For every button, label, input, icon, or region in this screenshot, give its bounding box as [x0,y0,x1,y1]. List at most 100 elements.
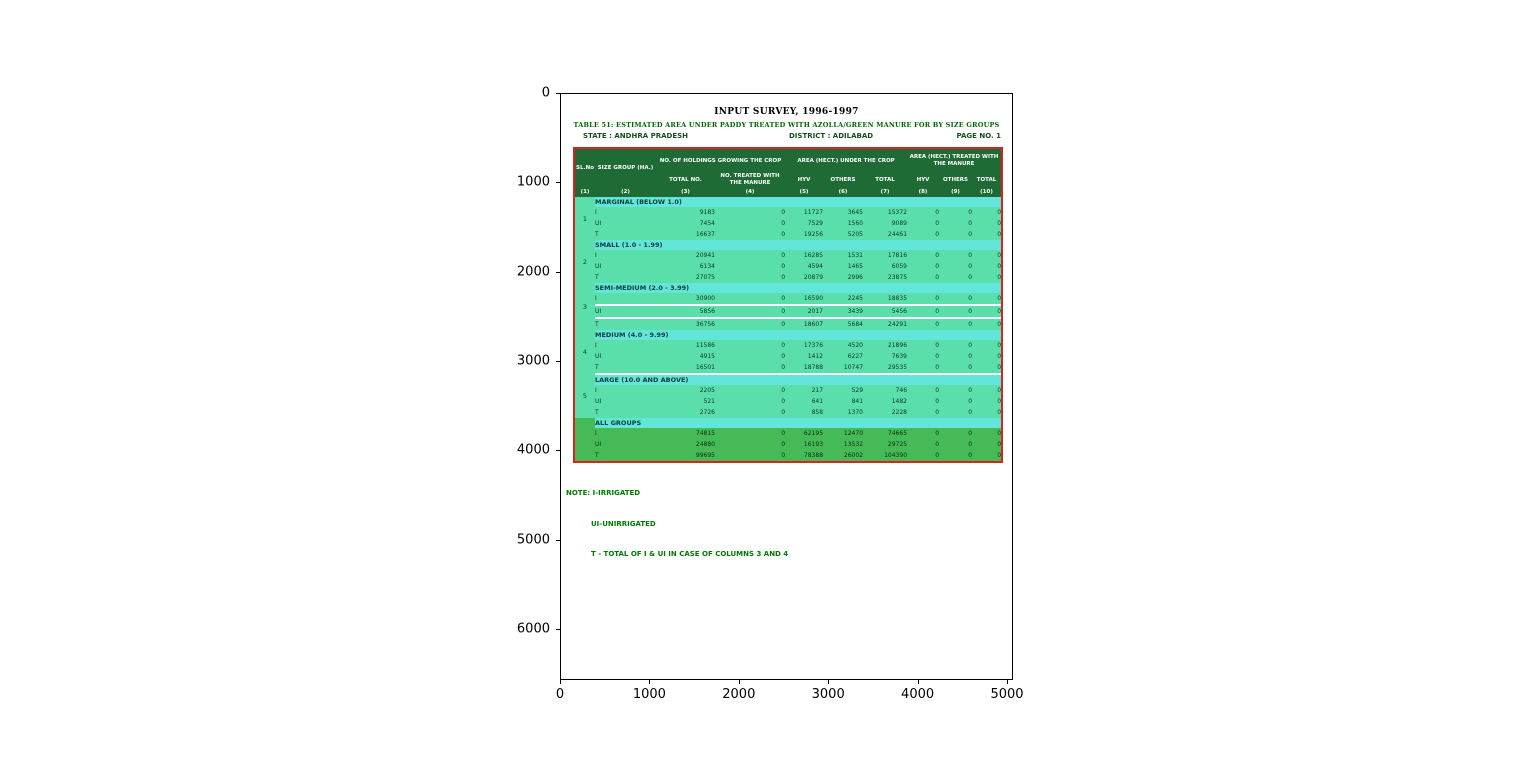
irrigation-type-label: UI [595,439,656,450]
table-cell: 0 [907,340,940,351]
table-cell: 6134 [656,261,715,272]
x-tick-label: 3000 [811,687,845,702]
table-cell: 841 [823,396,864,407]
col-header-slno: SL.No [575,149,595,187]
table-cell: 0 [972,293,1002,306]
table-cell: 0 [972,439,1002,450]
table-cell: 0 [939,250,973,261]
table-cell: 0 [715,272,786,283]
table-cell: 0 [907,450,940,461]
table-cell: 0 [907,407,940,418]
table-cell: 20941 [656,250,715,261]
size-group-label: MEDIUM (4.0 - 9.99) [595,330,1002,340]
table-cell: 10747 [823,362,864,375]
y-tick-label: 5000 [516,532,550,547]
table-cell: 0 [939,351,973,362]
table-row: T 16637 0 19256 5205 24461 0 0 0 [575,229,1002,240]
footnote-line: NOTE: I-IRRIGATED [566,489,641,498]
table-cell: 13532 [823,439,864,450]
table-row: T 27075 0 20879 2996 23875 0 0 0 [575,272,1002,283]
col-number: (2) [595,187,656,197]
table-cell: 1531 [823,250,864,261]
col-number: (6) [823,187,864,197]
table-cell: 16590 [785,293,824,306]
table-cell: 641 [785,396,824,407]
col-number: (10) [972,187,1002,197]
table-cell: 2228 [863,407,908,418]
table-cell: 24461 [863,229,908,240]
table-row: UI 24880 0 16193 13532 29725 0 0 0 [575,439,1002,450]
irrigation-type-label: I [595,207,656,218]
table-cell: 529 [823,385,864,396]
col-header-others-treated: OTHERS [939,173,973,187]
col-number: (1) [575,187,595,197]
irrigation-type-label: I [595,340,656,351]
x-tick-label: 0 [555,687,565,702]
sl-number [575,418,595,461]
table-cell: 0 [972,428,1002,439]
table-cell: 0 [939,439,973,450]
table-cell: 0 [907,218,940,229]
col-header-total-crop: TOTAL [863,173,908,187]
col-number: (9) [939,187,973,197]
table-cell: 4915 [656,351,715,362]
table-cell: 9183 [656,207,715,218]
table-cell: 0 [939,340,973,351]
y-tick-mark [556,450,560,452]
y-tick-mark [556,628,560,630]
table-cell: 217 [785,385,824,396]
table-cell: 0 [715,428,786,439]
y-tick-mark [556,93,560,94]
col-header-total-no: TOTAL NO. [656,173,715,187]
y-tick-mark [556,182,560,184]
table-cell: 0 [715,439,786,450]
y-tick-mark [556,360,560,362]
size-group-label: ALL GROUPS [595,418,1002,428]
table-cell: 0 [972,318,1002,330]
y-tick-label: 1000 [516,174,550,190]
y-tick-label: 2000 [516,264,550,280]
x-tick-label: 2000 [722,687,756,702]
table-cell: 17376 [785,340,824,351]
table-cell: 24880 [656,439,715,450]
table-cell: 104390 [863,450,908,461]
table-cell: 0 [715,396,786,407]
document-title: INPUT SURVEY, 1996-1997 [714,107,859,117]
table-cell: 2245 [823,293,864,306]
table-cell: 0 [972,261,1002,272]
table-cell: 521 [656,396,715,407]
scanned-table-image: INPUT SURVEY, 1996-1997 TABLE 51: ESTIMA… [561,94,1012,679]
col-number: (8) [907,187,940,197]
table-cell: 0 [907,229,940,240]
all-groups-section: ALL GROUPS I 74815 0 62195 12470 74665 0 0 0 UI 248… [575,418,1002,461]
table-header: SL.No SIZE GROUP (HA.) NO. OF HOLDINGS G… [575,149,1002,197]
table-cell: 0 [907,250,940,261]
table-cell: 0 [972,340,1002,351]
col-header-treated: NO. TREATED WITH THE MANURE [715,173,786,187]
table-cell: 3645 [823,207,864,218]
table-cell: 0 [972,362,1002,375]
x-tick-mark [828,680,830,684]
x-tick-mark [738,680,740,684]
sl-number: 2 [575,240,595,283]
table-cell: 4594 [785,261,824,272]
table-cell: 5856 [656,305,715,319]
table-row: I 11586 0 17376 4520 21896 0 0 0 [575,340,1002,351]
table-cell: 0 [972,407,1002,418]
table-cell: 2726 [656,407,715,418]
footnote: NOTE: I-IRRIGATED UI-UNIRRIGATED T - TOT… [566,468,788,580]
col-header-total-treated: TOTAL [972,173,1002,187]
y-tick-mark [556,271,560,273]
table-cell: 0 [939,450,973,461]
x-tick-label: 5000 [990,687,1024,702]
irrigation-type-label: UI [595,351,656,362]
table-cell: 1370 [823,407,864,418]
table-cell: 0 [939,261,973,272]
table-cell: 19256 [785,229,824,240]
sl-number: 4 [575,330,595,374]
table-row: I 2205 0 217 529 746 0 0 0 [575,385,1002,396]
size-group-section: 1 MARGINAL (BELOW 1.0) I 9183 0 11727 3645 1537… [575,197,1002,240]
table-cell: 0 [972,351,1002,362]
sl-number: 5 [575,374,595,418]
table-cell: 5205 [823,229,864,240]
